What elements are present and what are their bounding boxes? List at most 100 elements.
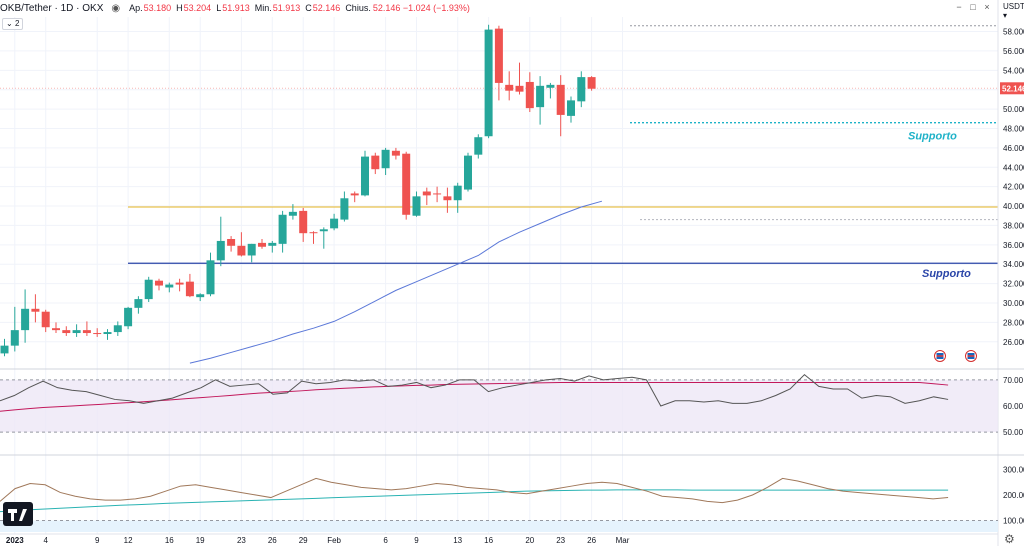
close-icon[interactable]: × [984,2,990,12]
minimize-icon[interactable]: − [956,2,962,12]
candle-body [391,150,400,156]
flag-icon [934,350,946,362]
price-tick-label: 36.000 [1003,241,1024,250]
rsi-line [0,373,949,407]
candle-body [299,210,308,234]
close-value: 52.146 [312,3,341,13]
candle [124,306,133,330]
candle [319,227,328,249]
candle-body [288,211,297,216]
candle [206,252,215,297]
candle [10,306,19,352]
candle-body [381,149,390,169]
candle-body [536,85,545,108]
time-tick-label: 26 [587,536,596,545]
price-tick-label: 54.000 [1003,66,1024,75]
candle-body [237,245,246,256]
price-tick-label: 42.000 [1003,183,1024,192]
unit-label[interactable]: USDT ▾ [1003,2,1024,20]
low-label: L [216,3,222,13]
osc-band [0,520,998,532]
candle [196,293,205,302]
price-tick-label: 38.000 [1003,221,1024,230]
candle-body [330,218,339,229]
candle-body [577,77,586,102]
candle [422,187,431,206]
time-tick-label: 23 [556,536,565,545]
candle [525,72,534,113]
candle [155,278,163,291]
candle-body [556,84,565,115]
candle [309,231,318,244]
candle-body [62,330,71,334]
candle-body [371,155,380,170]
time-tick-label: 12 [124,536,133,545]
min-value: 51.913 [272,3,301,13]
candle [505,71,514,101]
high-label: H [176,3,183,13]
candle [402,151,411,220]
candle [484,24,493,139]
candle-body [72,330,81,334]
chart-header: OKB/Tether · 1D · OKX ◉ Ap. 53.180 H 53.… [0,0,1000,16]
candle-body [144,279,153,300]
candle [453,182,462,213]
candle [515,62,524,95]
osc-tick-label: 200.00 [1003,491,1024,500]
time-tick-label: 9 [414,536,419,545]
min-label: Min. [254,3,272,13]
candle-body [258,242,266,247]
candle-body [515,85,524,92]
candle [587,76,596,91]
candle-body [155,280,163,286]
eye-icon[interactable]: ◉ [111,2,121,14]
change-value: 52.146 −1.024 (−1.93%) [372,3,470,13]
candle [227,236,236,252]
price-tick-label: 56.000 [1003,47,1024,56]
time-tick-label: 20 [525,536,534,545]
low-value: 51.913 [222,3,250,13]
indicator-toggle[interactable]: ⌄ 2 [2,18,24,30]
candle-body [227,239,236,246]
candle [567,96,575,123]
high-value: 53.204 [183,3,212,13]
candle-body [319,229,328,232]
price-tick-label: 44.000 [1003,163,1024,172]
candle [464,152,472,192]
candle-body [433,193,442,195]
gear-icon[interactable]: ⚙ [1004,532,1015,546]
candle-body [175,282,184,285]
maximize-icon[interactable]: □ [970,2,976,12]
symbol-label[interactable]: OKB/Tether · 1D · OKX [0,2,104,14]
candle-body [453,185,462,201]
time-tick-label: Mar [616,536,630,545]
candle [52,322,60,334]
candle-body [247,243,256,256]
candle [93,328,102,337]
indicator-count: 2 [14,19,20,28]
candle-body [567,100,575,116]
price-tick-label: 48.000 [1003,124,1024,133]
price-tick-label: 26.000 [1003,338,1024,347]
candle-body [185,281,194,297]
rsi-tick-label: 70.00 [1003,376,1024,385]
candle [21,289,30,343]
close-label: C [305,3,312,13]
candle [82,321,91,336]
time-tick-label: 19 [196,536,205,545]
candle [31,294,40,323]
rsi-band [0,379,998,433]
candle [546,82,555,99]
candle-body [31,308,40,312]
candle-body [340,198,349,220]
candle-body [206,260,215,295]
time-tick-label: 29 [299,536,308,545]
blue-support-label: Supporto [922,268,971,280]
candle [72,324,81,337]
candle [62,326,71,336]
candle [237,232,246,257]
candle [113,321,122,336]
candle [330,213,339,231]
candle-body [505,84,514,91]
